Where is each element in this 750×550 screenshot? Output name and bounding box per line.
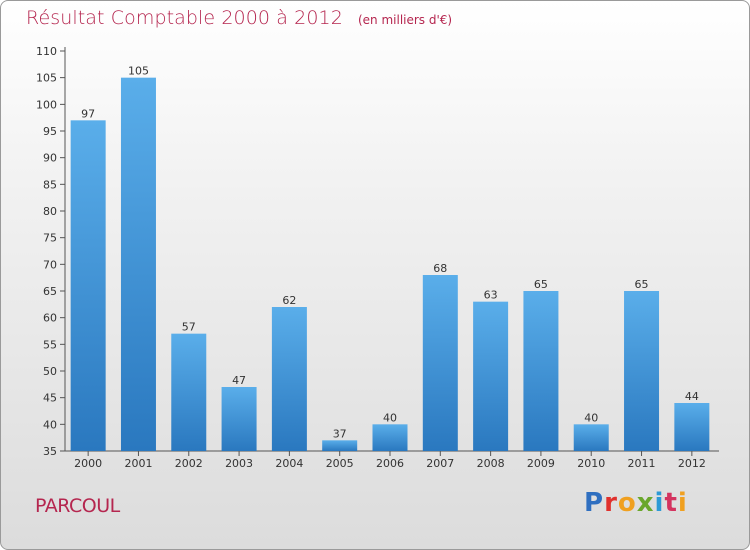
proxiti-logo: Proxiti: [584, 488, 688, 518]
x-tick-label: 2012: [678, 457, 706, 470]
y-tick-label: 65: [43, 285, 57, 298]
y-tick-label: 85: [43, 178, 57, 191]
y-tick-label: 60: [43, 312, 57, 325]
x-tick-label: 2006: [376, 457, 404, 470]
y-tick-label: 80: [43, 205, 57, 218]
data-label: 44: [685, 390, 699, 403]
bar: [271, 307, 307, 451]
chart-title: Résultat Comptable 2000 à 2012 (en milli…: [26, 7, 452, 29]
data-label: 40: [584, 411, 598, 424]
bar: [372, 424, 408, 451]
data-label: 37: [333, 427, 347, 440]
x-tick-label: 2009: [527, 457, 555, 470]
bar: [674, 403, 710, 451]
y-tick-label: 110: [36, 45, 57, 58]
bar: [70, 120, 106, 451]
logo-letter: x: [636, 488, 655, 518]
data-label: 65: [635, 278, 649, 291]
y-tick-label: 35: [43, 445, 57, 458]
data-label: 62: [282, 294, 296, 307]
y-tick-label: 70: [43, 258, 57, 271]
x-tick-label: 2005: [326, 457, 354, 470]
y-tick-label: 105: [36, 72, 57, 85]
bar: [473, 301, 509, 451]
x-tick-label: 2010: [577, 457, 605, 470]
x-tick-label: 2007: [426, 457, 454, 470]
bar: [573, 424, 609, 451]
bar: [221, 387, 257, 451]
logo-letter: i: [677, 488, 688, 518]
bar: [322, 440, 358, 451]
bar: [422, 275, 458, 451]
bar: [523, 291, 559, 451]
x-tick-label: 2003: [225, 457, 253, 470]
logo-letter: t: [664, 488, 678, 518]
chart-subtitle: (en milliers d'€): [357, 13, 453, 27]
data-label: 65: [534, 278, 548, 291]
bar: [120, 77, 156, 452]
y-tick-label: 50: [43, 365, 57, 378]
y-tick-label: 90: [43, 152, 57, 165]
bar: [171, 333, 207, 451]
x-tick-label: 2008: [477, 457, 505, 470]
logo-letter: i: [654, 488, 665, 518]
data-label: 97: [81, 107, 95, 120]
y-tick-label: 100: [36, 98, 57, 111]
y-tick-label: 75: [43, 232, 57, 245]
x-tick-label: 2000: [74, 457, 102, 470]
x-tick-label: 2002: [175, 457, 203, 470]
x-tick-label: 2001: [124, 457, 152, 470]
data-label: 105: [128, 65, 149, 78]
y-tick-label: 55: [43, 338, 57, 351]
data-label: 47: [232, 374, 246, 387]
logo-letter: r: [604, 488, 618, 518]
logo-letter: o: [617, 488, 637, 518]
x-tick-label: 2011: [628, 457, 656, 470]
commune-name: PARCOUL: [35, 495, 120, 517]
data-label: 63: [484, 289, 498, 302]
chart-title-text: Résultat Comptable 2000 à 2012: [26, 7, 343, 29]
y-tick-label: 95: [43, 125, 57, 138]
y-tick-label: 40: [43, 418, 57, 431]
data-label: 40: [383, 411, 397, 424]
data-label: 57: [182, 321, 196, 334]
logo-letter: P: [584, 488, 605, 518]
y-tick-label: 45: [43, 392, 57, 405]
x-tick-label: 2004: [275, 457, 303, 470]
bar: [624, 291, 660, 451]
data-label: 68: [433, 262, 447, 275]
